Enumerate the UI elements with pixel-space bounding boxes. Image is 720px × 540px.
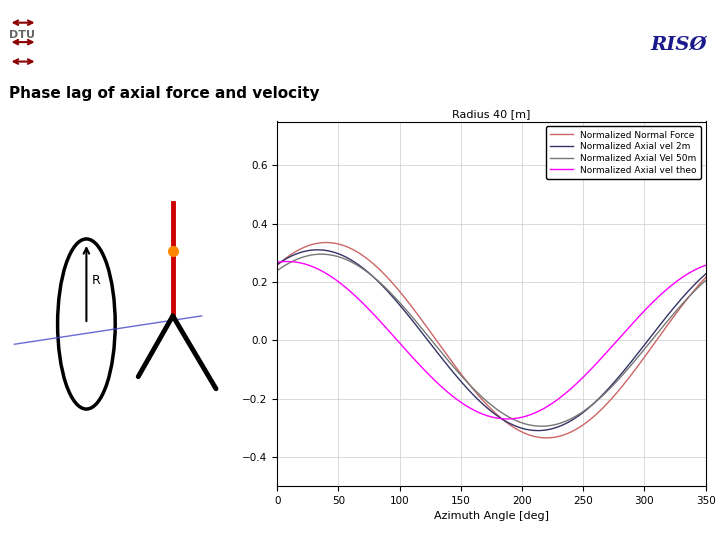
Normalized Axial Vel 50m [536, 423, 544, 429]
Normalized Axial vel 2m [512, 423, 521, 430]
Normalized Normal Force [483, 402, 492, 408]
Text: RISØ: RISØ [651, 36, 707, 53]
Normalized Axial Vel 50m [636, 351, 644, 357]
Normalized Normal Force [486, 404, 495, 411]
Normalized Axial Vel 50m [512, 417, 521, 424]
Text: R: R [92, 273, 101, 287]
Normalized Axial Vel 50m [537, 423, 546, 429]
Legend: Normalized Normal Force, Normalized Axial vel 2m, Normalized Axial Vel 50m, Norm: Normalized Normal Force, Normalized Axia… [546, 126, 701, 179]
Normalized Axial vel 2m [273, 261, 282, 268]
Line: Normalized Axial vel theo: Normalized Axial vel theo [277, 261, 718, 419]
Normalized Normal Force [714, 262, 720, 268]
Line: Normalized Normal Force: Normalized Normal Force [277, 242, 718, 438]
Normalized Normal Force [542, 435, 551, 441]
Normalized Axial vel 2m [705, 268, 714, 274]
Normalized Axial vel 2m [537, 427, 546, 434]
Normalized Axial Vel 50m [317, 251, 325, 258]
Normalized Axial vel theo [282, 258, 291, 265]
Normalized Axial vel 2m [486, 407, 495, 414]
Normalized Axial vel theo [513, 415, 522, 421]
Normalized Normal Force [512, 426, 521, 433]
Normalized Axial vel theo [636, 312, 644, 319]
Normalized Normal Force [536, 434, 544, 441]
Normalized Axial vel theo [273, 259, 282, 266]
Normalized Axial vel 2m [714, 261, 720, 268]
Normalized Axial vel theo [483, 413, 492, 419]
X-axis label: Azimuth Angle [deg]: Azimuth Angle [deg] [434, 511, 549, 521]
Normalized Axial Vel 50m [486, 401, 495, 407]
Normalized Axial vel 2m [313, 247, 322, 253]
Normalized Axial Vel 50m [714, 267, 720, 274]
Normalized Normal Force [636, 360, 644, 366]
Normalized Axial Vel 50m [483, 399, 492, 405]
Line: Normalized Axial Vel 50m: Normalized Axial Vel 50m [277, 254, 718, 426]
Text: Phase lag of axial force and velocity: Phase lag of axial force and velocity [9, 86, 320, 100]
Normalized Axial Vel 50m [273, 267, 282, 274]
Normalized Axial vel theo [486, 413, 495, 420]
Normalized Axial vel theo [705, 261, 714, 267]
Normalized Normal Force [321, 239, 330, 246]
Text: DTU: DTU [9, 30, 35, 40]
Normalized Axial vel 2m [534, 427, 542, 434]
Line: Normalized Axial vel 2m: Normalized Axial vel 2m [277, 250, 718, 430]
Normalized Normal Force [705, 271, 714, 277]
Title: Radius 40 [m]: Radius 40 [m] [452, 109, 531, 119]
Normalized Axial vel theo [537, 407, 546, 413]
Normalized Axial vel 2m [483, 405, 492, 411]
Normalized Axial vel theo [503, 416, 512, 422]
Normalized Axial vel 2m [636, 347, 644, 354]
Normalized Normal Force [273, 262, 282, 268]
Normalized Axial Vel 50m [705, 274, 714, 281]
Normalized Axial vel theo [714, 259, 720, 266]
